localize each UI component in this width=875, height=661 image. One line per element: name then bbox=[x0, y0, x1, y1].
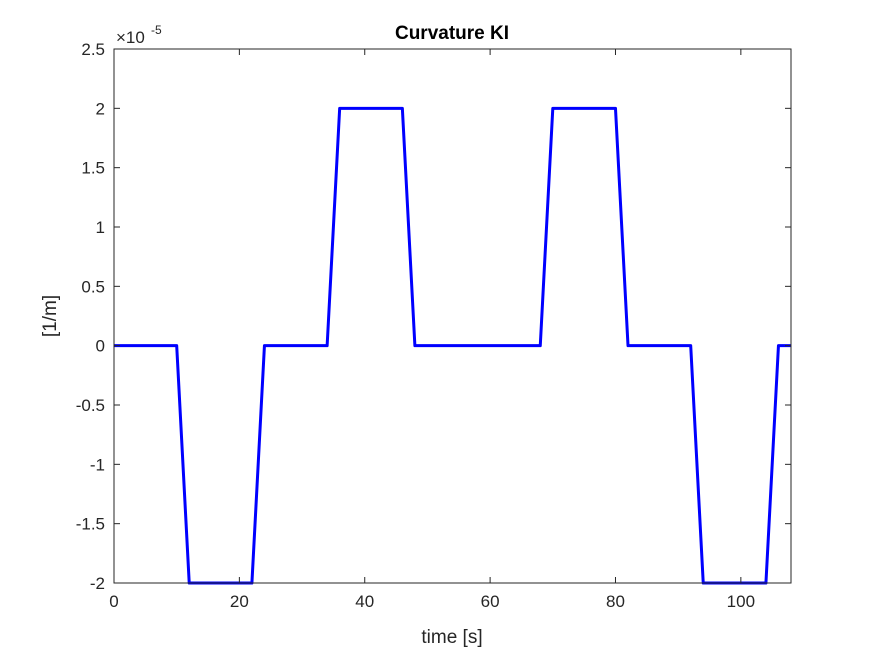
x-axis-label: time [s] bbox=[421, 627, 482, 648]
x-tick-label: 60 bbox=[481, 592, 500, 611]
y-tick-label: 2.5 bbox=[81, 40, 105, 59]
y-tick-label: 0.5 bbox=[81, 277, 105, 296]
x-tick-label: 80 bbox=[606, 592, 625, 611]
y-tick-label: -2 bbox=[90, 574, 105, 593]
chart-title: Curvature KI bbox=[395, 23, 509, 44]
x-tick-label: 20 bbox=[230, 592, 249, 611]
y-axis-label: [1/m] bbox=[40, 295, 61, 337]
y-tick-label: -1.5 bbox=[76, 515, 105, 534]
y-tick-label: 1 bbox=[96, 218, 105, 237]
y-tick-label: 1.5 bbox=[81, 159, 105, 178]
y-tick-label: 0 bbox=[96, 337, 105, 356]
y-exponent-base: ×10 bbox=[116, 28, 145, 47]
y-tick-label: -1 bbox=[90, 455, 105, 474]
y-tick-label: -0.5 bbox=[76, 396, 105, 415]
plot-area bbox=[114, 49, 791, 583]
y-tick-label: 2 bbox=[96, 99, 105, 118]
x-tick-label: 40 bbox=[355, 592, 374, 611]
y-axis-ticks: 2.5 2 1.5 1 0.5 0 -0.5 -1 -1.5 -2 bbox=[76, 40, 791, 593]
y-exponent-power: -5 bbox=[151, 23, 162, 37]
axes-box bbox=[113, 48, 792, 584]
x-axis-ticks: 0 20 40 60 80 100 bbox=[109, 49, 755, 611]
x-tick-label: 100 bbox=[727, 592, 755, 611]
x-tick-label: 0 bbox=[109, 592, 118, 611]
